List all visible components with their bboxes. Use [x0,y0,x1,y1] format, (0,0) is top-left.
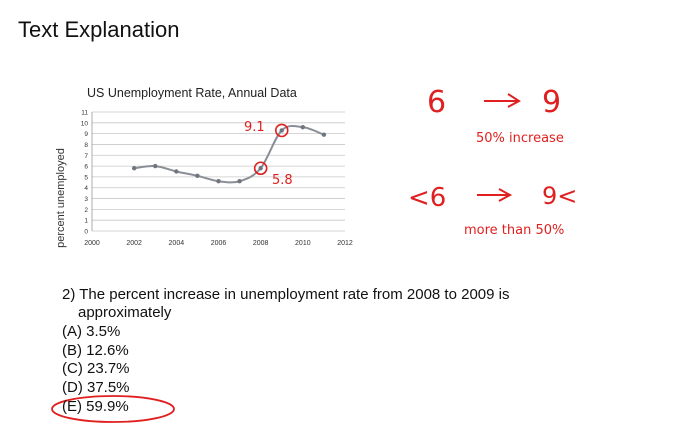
chart-grid [91,111,345,232]
annotation-2-to: 9< [542,182,577,210]
annotation-2-from: <6 [408,183,446,213]
data-point-2008 [258,166,263,171]
question-text: 2) The percent increase in unemployment … [62,286,582,322]
annotation-1-note: 50% increase [476,131,564,146]
page-title: Text Explanation [18,17,180,42]
y-tick-label: 2 [84,207,88,214]
y-tick-label: 7 [84,153,88,160]
data-point-2010 [300,124,306,130]
y-tick-label: 3 [84,196,88,203]
option-d[interactable]: (D) 37.5% [62,379,130,397]
question-line-1: 2) The percent increase in unemployment … [62,286,510,303]
y-axis-label: percent unemployed [55,148,67,248]
x-tick-label: 2004 [169,240,185,247]
y-tick-label: 1 [84,218,88,225]
chart-title: US Unemployment Rate, Annual Data [87,86,297,100]
x-tick-label: 2010 [295,240,311,247]
arrow-icon [477,188,513,202]
y-tick-label: 6 [84,164,88,171]
annotation-2-note: more than 50% [464,223,564,238]
data-point-2006 [216,179,221,184]
data-point-2004 [174,169,179,174]
option-a[interactable]: (A) 3.5% [62,323,121,340]
x-tick-labels: 2000 2002 2004 2006 2008 2010 2012 [84,240,353,247]
data-point-2009 [279,128,284,133]
y-tick-label: 11 [81,110,88,117]
data-point-2011 [321,132,327,137]
option-c[interactable]: (C) 23.7% [62,360,130,378]
y-tick-labels: 0 1 2 3 4 5 6 7 8 9 10 11 [81,110,89,236]
x-tick-label: 2002 [126,240,142,247]
x-tick-label: 2012 [337,240,353,247]
option-e[interactable]: (E) 59.9% [62,397,129,415]
data-point-2005 [195,173,200,179]
unemployment-line-chart: US Unemployment Rate, Annual Data percen… [55,86,353,248]
y-tick-label: 0 [84,229,88,236]
x-tick-label: 2000 [84,240,100,247]
annotation-1-to: 9 [542,85,561,120]
y-tick-label: 8 [84,142,88,149]
y-tick-label: 10 [81,120,89,127]
y-tick-label: 9 [84,131,88,138]
series-line [134,124,325,184]
y-tick-label: 4 [84,185,88,192]
x-tick-label: 2008 [253,240,269,247]
y-tick-label: 5 [84,174,88,181]
data-point-2007 [237,179,242,184]
option-b[interactable]: (B) 12.6% [62,341,129,359]
data-point-2002 [131,166,137,171]
annotation-1-from: 6 [427,85,446,120]
series-unemployment [134,124,325,184]
arrow-icon [484,93,521,108]
data-point-2003 [153,163,158,169]
question-line-2: approximately [78,304,172,321]
x-tick-label: 2006 [211,240,227,247]
answer-options: (A) 3.5% (B) 12.6% (C) 23.7% (D) 37.5% (… [62,323,130,417]
